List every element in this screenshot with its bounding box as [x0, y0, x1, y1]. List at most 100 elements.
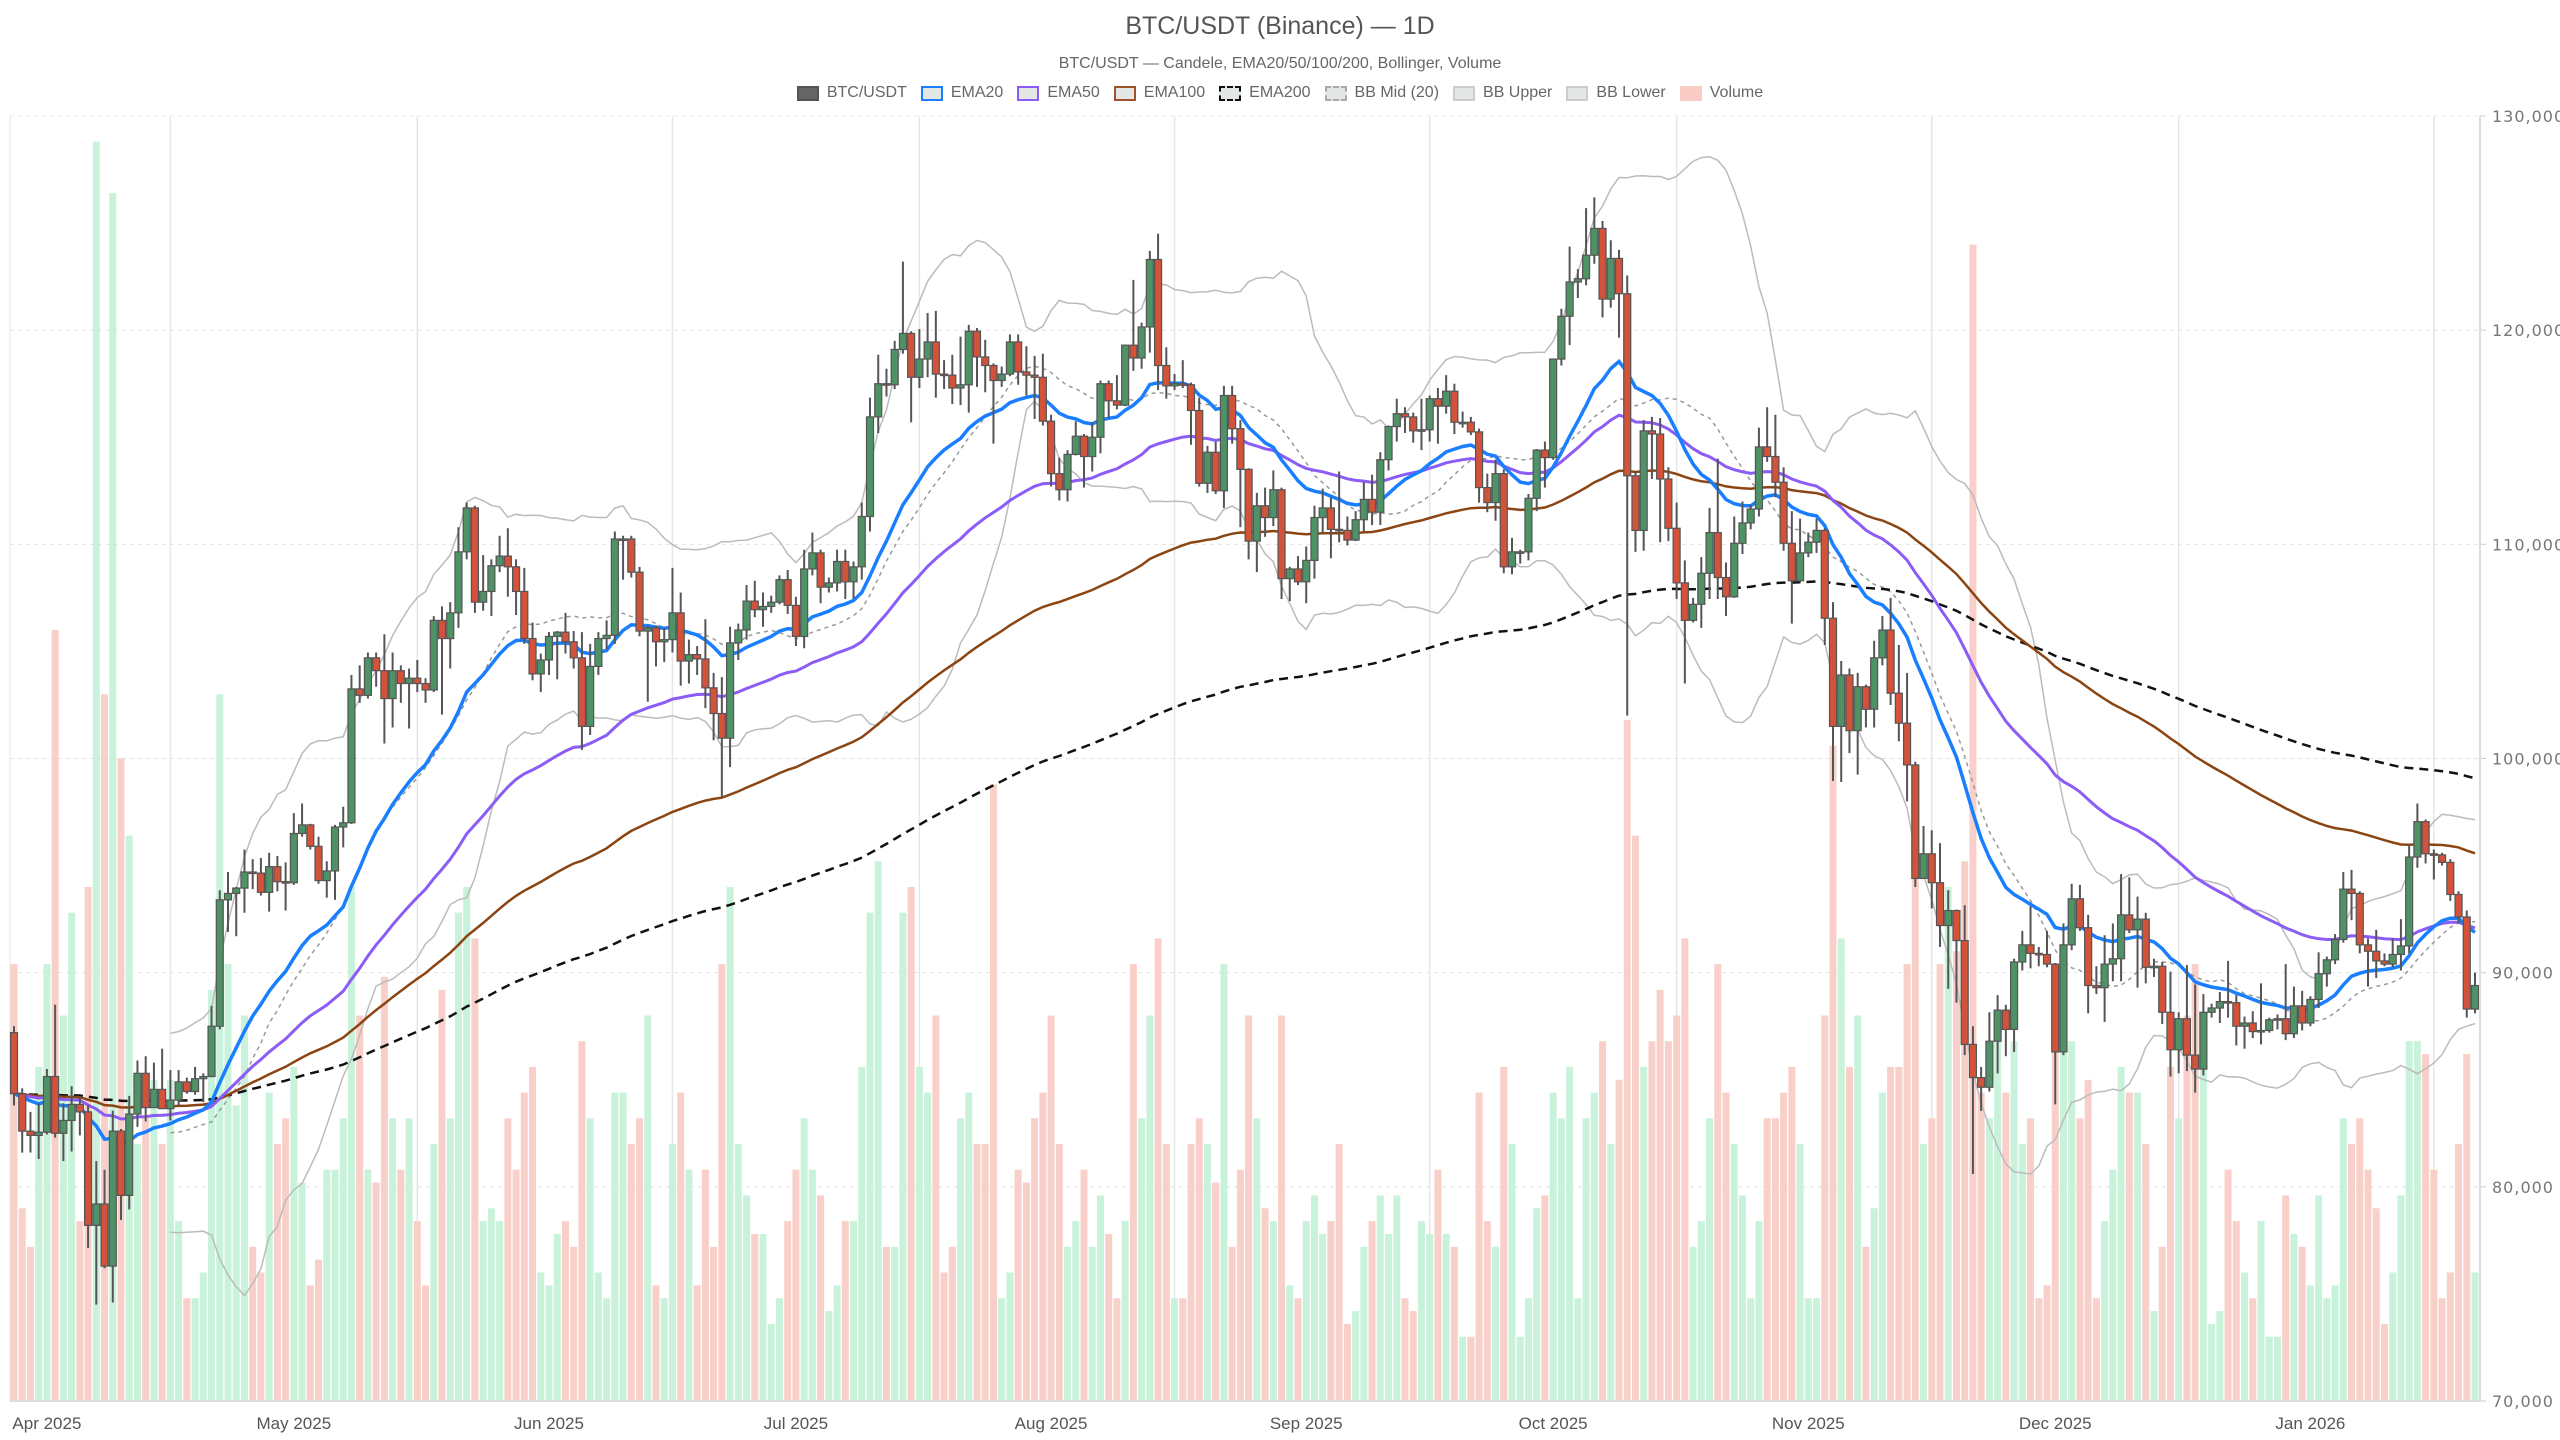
candle-up: [898, 332, 908, 351]
volume-bar: [1039, 1092, 1047, 1401]
y-tick-label: 100,000: [2492, 750, 2560, 769]
legend-item[interactable]: BB Lower: [1566, 84, 1666, 102]
candle-down: [2437, 854, 2447, 863]
legend-item[interactable]: BTC/USDT: [796, 84, 907, 102]
volume-bar: [2290, 1233, 2298, 1401]
volume-bar: [331, 1169, 339, 1401]
volume-bar: [1500, 1066, 1508, 1401]
volume-bar: [611, 1092, 619, 1401]
volume-bar: [1203, 1144, 1211, 1401]
volume-bar: [1640, 1066, 1648, 1401]
volume-bar: [775, 1298, 783, 1401]
candle-up: [668, 612, 677, 641]
volume-bar: [1771, 1118, 1779, 1401]
legend-item[interactable]: EMA50: [1017, 84, 1100, 102]
volume-bar: [2158, 1246, 2166, 1401]
candle-down: [939, 373, 949, 377]
candle-up: [487, 565, 496, 593]
candle-down: [355, 688, 364, 696]
volume-bar: [2273, 1336, 2281, 1401]
candle-down: [1680, 582, 1689, 621]
volume-bar: [1804, 1298, 1812, 1401]
ema20-line: [13, 358, 2476, 1146]
candle-down: [989, 364, 998, 382]
candle-down: [1326, 507, 1336, 530]
candle-down: [1894, 692, 1903, 724]
candle-down: [907, 332, 916, 378]
volume-bar: [1706, 1118, 1714, 1401]
volume-bar: [2323, 1298, 2331, 1401]
legend-label: BB Mid (20): [1354, 84, 1440, 101]
candle-up: [2199, 1011, 2208, 1070]
legend-item[interactable]: EMA100: [1113, 84, 1205, 102]
volume-bar: [380, 976, 388, 1401]
volume-bar: [751, 1233, 759, 1401]
candle-up: [1688, 603, 1698, 621]
candle-up: [923, 341, 932, 360]
volume-bar: [446, 1118, 454, 1401]
legend-label: EMA200: [1249, 84, 1311, 101]
legend-label: BTC/USDT: [826, 84, 907, 101]
volume-bar: [68, 912, 76, 1401]
legend-label: BB Upper: [1483, 84, 1553, 101]
candle-up: [1944, 909, 1953, 927]
legend-label: BB Lower: [1596, 84, 1666, 101]
candle-down: [1483, 486, 1492, 504]
legend-item[interactable]: BB Upper: [1453, 84, 1552, 102]
volume-bar: [347, 887, 355, 1401]
volume-bar: [1895, 1066, 1903, 1401]
candle-down: [701, 658, 710, 689]
volume-bar: [356, 1015, 364, 1401]
candle-down: [75, 1103, 84, 1113]
volume-bar: [784, 1221, 792, 1401]
candle-down: [380, 670, 389, 700]
volume-bar: [529, 1066, 537, 1401]
candle-up: [742, 600, 751, 631]
candle-up: [725, 642, 735, 739]
volume-bar: [2446, 1272, 2454, 1401]
candle-up: [2265, 1019, 2274, 1032]
candle-up: [1507, 551, 1517, 568]
volume-bar: [1854, 1015, 1862, 1401]
candle-up: [1524, 497, 1533, 553]
volume-bar: [1928, 1118, 1936, 1401]
candle-down: [1450, 390, 1459, 423]
volume-bar: [734, 1144, 742, 1401]
legend-item[interactable]: Volume: [1679, 84, 1763, 102]
legend-swatch: [1453, 85, 1476, 101]
candle-up: [1458, 421, 1467, 425]
volume-bar: [1599, 1041, 1607, 1401]
candle-down: [1022, 371, 1031, 376]
legend-item[interactable]: EMA200: [1219, 84, 1311, 102]
volume-bar: [545, 1285, 553, 1401]
legend-item[interactable]: EMA20: [920, 84, 1003, 102]
candle-up: [265, 866, 274, 893]
candle-down: [627, 538, 636, 573]
candle-up: [849, 566, 858, 583]
candle-down: [1335, 528, 1344, 532]
candle-down: [2462, 916, 2471, 1010]
candle-down: [248, 871, 257, 875]
candle-down: [182, 1081, 191, 1093]
volume-bar: [1763, 1118, 1771, 1401]
legend-item[interactable]: BB Mid (20): [1324, 84, 1440, 102]
volume-bar: [701, 1169, 709, 1401]
y-tick-label: 70,000: [2492, 1392, 2554, 1411]
volume-bar: [2109, 1169, 2117, 1401]
candle-up: [2215, 1000, 2224, 1009]
volume-bar: [454, 912, 462, 1401]
bb-upper-line: [170, 156, 2476, 1034]
chart-subtitle: BTC/USDT — Candele, EMA20/50/100/200, Bo…: [1058, 55, 1502, 72]
volume-bar: [2059, 989, 2067, 1401]
candle-up: [1606, 257, 1615, 300]
candle-down: [116, 1130, 126, 1197]
volume-bar: [578, 1041, 586, 1401]
bb-lower-line: [170, 400, 2476, 1297]
candle-up: [553, 631, 562, 638]
volume-bar: [2101, 1221, 2109, 1401]
candle-up: [1795, 552, 1805, 582]
volume-bar: [2413, 1041, 2421, 1401]
volume-bar: [1113, 1298, 1121, 1401]
candle-down: [882, 383, 891, 386]
volume-bar: [1673, 1015, 1681, 1401]
